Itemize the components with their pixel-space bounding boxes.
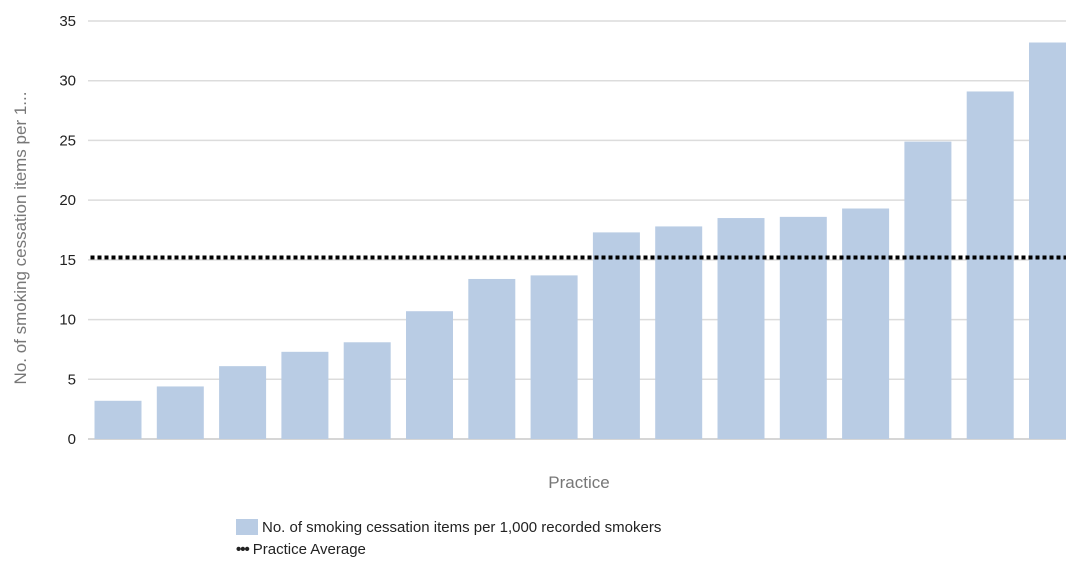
bar-9 (592, 232, 640, 439)
legend-label-bars: No. of smoking cessation items per 1,000… (262, 518, 662, 536)
x-axis-title: Practice (548, 473, 609, 492)
bar-2 (156, 386, 204, 439)
chart: 0 5 10 15 20 25 30 35 Practice No. of smoking ces… (11, 13, 1066, 492)
legend-item-average: ••• Practice Average (236, 538, 661, 560)
bar-1 (94, 400, 142, 439)
bar-10 (655, 226, 703, 439)
legend-item-bars: No. of smoking cessation items per 1,000… (236, 516, 661, 538)
bar-15 (966, 91, 1014, 439)
legend-label-average: Practice Average (252, 540, 366, 558)
y-tick-label-5: 5 (68, 371, 76, 388)
legend: No. of smoking cessation items per 1,000… (236, 516, 661, 560)
y-tick-label-10: 10 (59, 312, 76, 329)
bar-8 (530, 275, 578, 439)
bar-6 (406, 311, 453, 439)
bar-13 (842, 208, 890, 439)
y-tick-label-35: 35 (59, 13, 76, 30)
y-tick-label-30: 30 (59, 73, 76, 90)
y-tick-label-0: 0 (68, 431, 76, 448)
bar-7 (468, 278, 516, 439)
legend-dotted-line-icon: ••• (236, 540, 250, 558)
bar-16 (1029, 42, 1066, 440)
bar-3 (219, 366, 267, 439)
bar-4 (281, 351, 329, 439)
y-tick-label-20: 20 (59, 192, 76, 209)
y-axis-title: No. of smoking cessation items per 1... (11, 92, 30, 385)
y-tick-label-25: 25 (59, 132, 76, 149)
bar-12 (779, 216, 827, 439)
legend-swatch-bars (236, 519, 258, 535)
bar-5 (343, 342, 391, 439)
y-tick-label-15: 15 (59, 252, 76, 269)
bar-14 (904, 141, 952, 439)
bar-11 (717, 218, 765, 439)
